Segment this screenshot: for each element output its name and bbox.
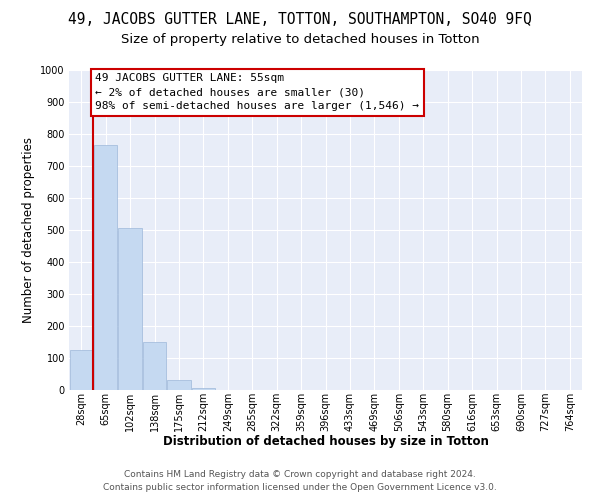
Text: 49 JACOBS GUTTER LANE: 55sqm
← 2% of detached houses are smaller (30)
98% of sem: 49 JACOBS GUTTER LANE: 55sqm ← 2% of det…: [95, 73, 419, 111]
Bar: [70, 350, 93, 390]
Text: 49, JACOBS GUTTER LANE, TOTTON, SOUTHAMPTON, SO40 9FQ: 49, JACOBS GUTTER LANE, TOTTON, SOUTHAMP…: [68, 12, 532, 28]
Bar: [118, 228, 142, 390]
Bar: [167, 380, 191, 390]
Y-axis label: Number of detached properties: Number of detached properties: [22, 137, 35, 323]
Bar: [143, 342, 166, 390]
Bar: [192, 388, 215, 390]
Bar: [94, 145, 117, 390]
Text: Contains HM Land Registry data © Crown copyright and database right 2024.
Contai: Contains HM Land Registry data © Crown c…: [103, 470, 497, 492]
X-axis label: Distribution of detached houses by size in Totton: Distribution of detached houses by size …: [163, 435, 488, 448]
Text: Size of property relative to detached houses in Totton: Size of property relative to detached ho…: [121, 32, 479, 46]
